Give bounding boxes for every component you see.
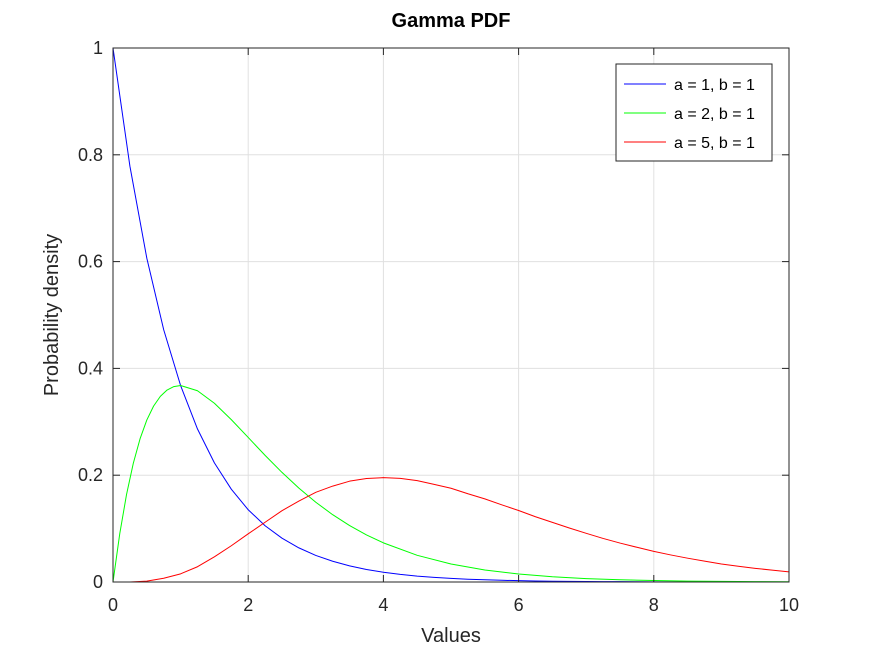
y-axis-label: Probability density (41, 234, 63, 396)
y-tick-label: 0.6 (78, 252, 103, 272)
x-tick-label: 10 (779, 595, 799, 615)
y-tick-label: 0.2 (78, 465, 103, 485)
chart-title: Gamma PDF (392, 10, 511, 32)
legend: a = 1, b = 1 a = 2, b = 1 a = 5, b = 1 (615, 63, 773, 162)
legend-label-1: a = 1, b = 1 (674, 77, 755, 94)
series-line-2 (112, 385, 790, 583)
y-tick-label: 0.8 (78, 145, 103, 165)
x-tick-label: 6 (514, 595, 524, 615)
legend-label-2: a = 2, b = 1 (674, 106, 755, 123)
x-tick-label: 8 (649, 595, 659, 615)
y-tick-label: 0 (93, 572, 103, 592)
y-tick-label: 0.4 (78, 358, 103, 378)
axis-ticks (112, 47, 790, 583)
series-line-3 (112, 477, 790, 583)
x-tick-label: 0 (108, 595, 118, 615)
plot-frame (112, 47, 790, 583)
axis-tick-labels: 0 2 4 6 8 10 0 0.2 0.4 0.6 0.8 1 (78, 38, 799, 615)
x-tick-label: 2 (243, 595, 253, 615)
legend-label-3: a = 5, b = 1 (674, 135, 755, 152)
x-axis-label: Values (421, 625, 481, 647)
y-tick-label: 1 (93, 38, 103, 58)
x-tick-label: 4 (378, 595, 388, 615)
